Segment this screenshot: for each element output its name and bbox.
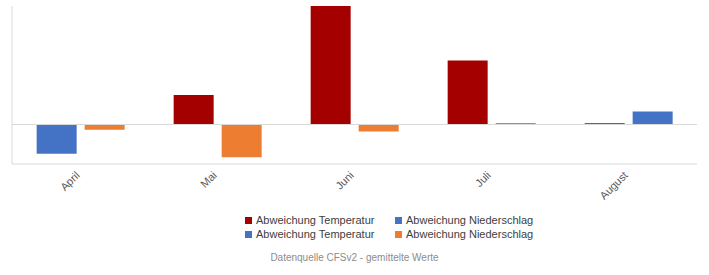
html-text:Datenquelle CFSv2 - gemittelte: Datenquelle CFSv2 - gemittelte Werte	[270, 252, 439, 263]
html-text:Abweichung Niederschlag: Abweichung Niederschlag	[406, 228, 534, 240]
html-text:Abweichung Temperatur: Abweichung Temperatur	[256, 228, 375, 240]
svg-text:August: August	[597, 169, 630, 202]
svg-text:Juni: Juni	[333, 169, 356, 192]
svg-text:April: April	[58, 169, 82, 193]
html-text:Abweichung Niederschlag: Abweichung Niederschlag	[406, 214, 534, 226]
svg-text:Mai: Mai	[198, 169, 219, 190]
svg-text:Juli: Juli	[473, 169, 493, 189]
html-text:Abweichung Temperatur: Abweichung Temperatur	[256, 214, 375, 226]
